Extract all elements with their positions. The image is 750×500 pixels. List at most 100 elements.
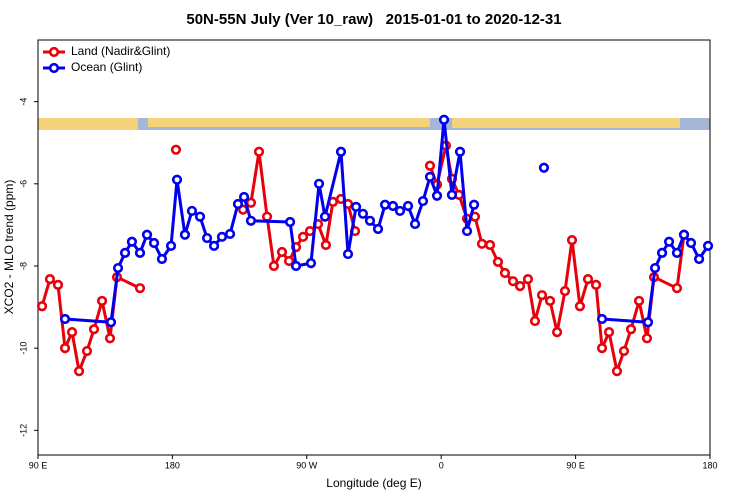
data-point: [544, 295, 556, 307]
data-point: [529, 315, 541, 327]
data-point: [148, 237, 160, 249]
data-point: [582, 274, 594, 285]
data-point: [245, 197, 257, 208]
data-point: [454, 146, 466, 157]
data-point: [283, 255, 295, 267]
data-point: [603, 327, 615, 338]
data-point: [596, 313, 608, 325]
data-point: [438, 114, 450, 125]
y-tick-label: -10: [18, 342, 28, 355]
data-point: [208, 240, 220, 251]
data-point: [171, 174, 183, 185]
legend-marker: [48, 46, 60, 58]
data-point: [394, 205, 406, 217]
data-point: [702, 240, 714, 251]
data-point: [232, 198, 244, 210]
data-point: [245, 215, 257, 226]
data-point: [574, 301, 586, 312]
data-point: [596, 343, 608, 354]
data-point: [104, 333, 116, 344]
data-point: [119, 247, 131, 258]
data-point: [59, 313, 71, 325]
data-point: [276, 246, 288, 258]
series-line: [40, 144, 686, 373]
data-point: [663, 236, 675, 247]
data-point: [96, 295, 108, 307]
data-point: [424, 171, 436, 182]
data-point: [559, 285, 571, 297]
data-point: [313, 178, 325, 189]
series-line: [64, 118, 710, 324]
data-point: [446, 189, 458, 201]
x-tick-label: 90 E: [29, 460, 48, 470]
data-point: [88, 324, 100, 335]
data-point: [514, 281, 526, 292]
data-point: [507, 276, 519, 287]
y-tick-label: -6: [18, 180, 28, 188]
data-point: [551, 327, 563, 338]
data-point: [402, 200, 414, 212]
data-point: [284, 216, 296, 228]
data-point: [261, 211, 273, 222]
data-point: [112, 262, 124, 274]
data-point: [424, 160, 436, 171]
legend-label: Land (Nadir&Glint): [71, 44, 170, 58]
data-point: [170, 144, 182, 155]
data-point: [379, 199, 391, 210]
data-point: [134, 247, 146, 258]
data-point: [141, 229, 153, 240]
data-point: [134, 283, 146, 294]
data-point: [156, 253, 168, 265]
data-point: [649, 262, 661, 274]
data-point: [253, 146, 265, 157]
data-point: [186, 205, 198, 217]
data-point: [73, 366, 85, 377]
x-axis-label: Longitude (deg E): [326, 476, 421, 490]
legend-label: Ocean (Glint): [71, 60, 142, 74]
data-point: [372, 223, 384, 235]
data-point: [656, 247, 668, 258]
data-point: [685, 237, 697, 249]
data-point: [194, 211, 206, 222]
data-point: [290, 260, 302, 272]
data-point: [66, 327, 78, 338]
x-tick-label: 0: [439, 460, 444, 470]
y-tick-label: -8: [18, 262, 28, 270]
data-point: [179, 229, 191, 240]
x-tick-label: 90 W: [296, 460, 318, 470]
data-point: [36, 301, 48, 312]
data-point: [409, 218, 421, 230]
data-point: [618, 345, 630, 357]
data-point: [126, 236, 138, 247]
data-point: [484, 239, 496, 251]
data-point: [364, 215, 376, 226]
data-point: [59, 343, 71, 354]
data-point: [297, 231, 309, 242]
data-point: [350, 201, 362, 212]
data-point: [678, 229, 690, 240]
data-point: [590, 279, 602, 290]
data-point: [224, 228, 236, 240]
y-axis-label: XCO2 - MLO trend (ppm): [2, 180, 16, 315]
data-point: [642, 317, 654, 328]
data-point: [387, 200, 399, 212]
data-point: [81, 345, 93, 357]
legend-marker: [48, 62, 60, 74]
data-point: [566, 235, 578, 246]
data-point: [536, 290, 548, 301]
data-point: [165, 240, 177, 251]
data-point: [499, 267, 511, 279]
data-point: [671, 283, 683, 294]
chart-title: 50N-55N July (Ver 10_raw) 2015-01-01 to …: [186, 11, 561, 28]
data-point: [461, 225, 473, 237]
y-tick-label: -4: [18, 98, 28, 106]
plot-frame: [37, 39, 711, 456]
data-point: [335, 146, 347, 157]
data-point: [468, 199, 480, 210]
data-point: [641, 333, 653, 344]
land-ocean-strip: [38, 118, 710, 130]
data-point: [625, 324, 637, 335]
data-point: [671, 247, 683, 258]
x-tick-label: 90 E: [566, 460, 585, 470]
